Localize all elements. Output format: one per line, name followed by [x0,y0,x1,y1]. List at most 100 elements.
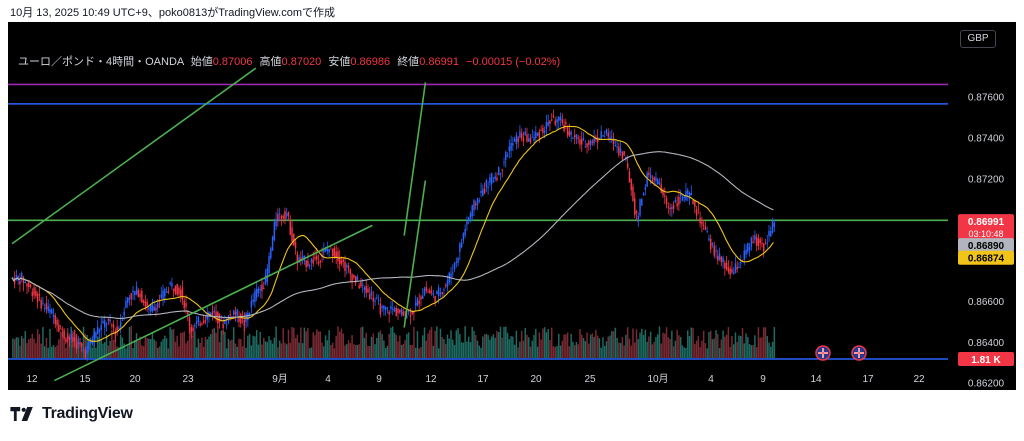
candle-body [503,161,505,163]
volume-bar [342,333,344,358]
ma_fast-line [11,125,774,342]
candle-body [351,274,353,283]
chart-panel[interactable]: 0.87600 0.87400 0.87200 0.86600 0.86400 0.862… [8,22,1016,390]
volume-bar [360,327,362,358]
volume-bar [96,336,99,358]
currency-button[interactable]: GBP [960,30,996,48]
volume-bar [644,329,647,358]
volume-bar [160,341,163,358]
candle-body [270,248,272,259]
volume-bar [132,347,134,358]
candle-body [68,337,71,340]
volume-bar [383,340,385,358]
candle-body [346,265,348,268]
candle-body [240,314,242,324]
candle-body [473,200,475,211]
volume-bar [550,327,553,358]
volume-bar [400,344,403,358]
volume-bar [773,327,776,358]
volume-bar [314,335,316,358]
candle-body [439,293,442,295]
volume-bar [734,332,737,358]
volume-bar [637,339,640,358]
volume-bar [158,346,161,358]
candle-body [508,146,511,152]
volume-bar [63,328,65,358]
volume-bar [487,335,489,358]
volume-bar [658,326,661,358]
uk-flag-icon [815,345,831,361]
candle-body [142,300,145,304]
candle-body [596,137,599,143]
candle-body [353,274,355,278]
volume-bar [612,331,615,358]
volume-bar [476,340,479,358]
time-tick: 23 [182,374,194,385]
volume-bar [528,337,530,358]
candle-body [84,350,87,358]
candle-body [671,206,673,210]
volume-bar [248,334,251,358]
candle-body [224,320,226,324]
volume-bar [91,347,94,358]
candle-body [591,141,594,143]
candle-body [208,312,210,316]
candle-body [510,142,512,151]
volume-bar [24,331,26,358]
candle-body [314,257,316,259]
candle-body [667,206,670,208]
volume-bar [420,347,422,358]
volume-bar [141,345,143,358]
volume-bar [414,347,417,358]
candle-body [630,179,632,191]
candle-body [614,144,617,146]
volume-bar [455,330,458,358]
candle-body [153,306,155,311]
candle-body [338,256,341,264]
candle-body [738,266,740,268]
candle-body [238,315,240,322]
high-label: 高値 [259,56,282,68]
tradingview-logo[interactable]: TradingView [10,405,133,423]
volume-bar [310,347,313,358]
volume-bar [49,328,51,358]
candle-body [263,288,265,290]
volume-bar [561,340,564,358]
volume-bar [618,342,620,358]
candle-body [31,291,34,297]
volume-bar [563,334,565,358]
candle-body [720,256,723,263]
volume-bar [29,338,32,358]
volume-bar [395,334,397,358]
candle-body [340,260,343,264]
candle-body [165,291,168,293]
horizontal-lines [8,83,948,360]
volume-bar [630,345,632,358]
volume-bar [172,328,175,358]
price-label-bg [958,214,1014,241]
volume-bar [201,337,203,358]
candle-body [369,294,371,299]
candle-body [600,131,602,139]
candle-body [257,288,260,294]
candle-body [545,122,548,129]
volume-bar [303,327,306,358]
chart-caption: 10月 13, 2025 10:49 UTC+9、poko0813がTradin… [10,7,335,19]
candle-body [331,248,334,257]
candle-body [522,138,525,142]
candle-body [414,302,417,306]
volume-bar [111,329,113,358]
price-label: 0.86991 [968,217,1005,228]
candle-body [86,345,88,354]
volume-bar [547,328,549,358]
price-label-bg [958,238,1014,253]
volume-bar [42,326,44,358]
volume-bar [747,336,749,358]
candle-body [768,230,770,237]
candle-body [626,163,629,168]
volume-bar [411,345,413,358]
volume-bar [743,343,746,358]
price-chart[interactable]: 0.87600 0.87400 0.87200 0.86600 0.86400 0.862… [8,22,1016,390]
candle-body [301,256,304,259]
volume-bar [20,336,23,358]
